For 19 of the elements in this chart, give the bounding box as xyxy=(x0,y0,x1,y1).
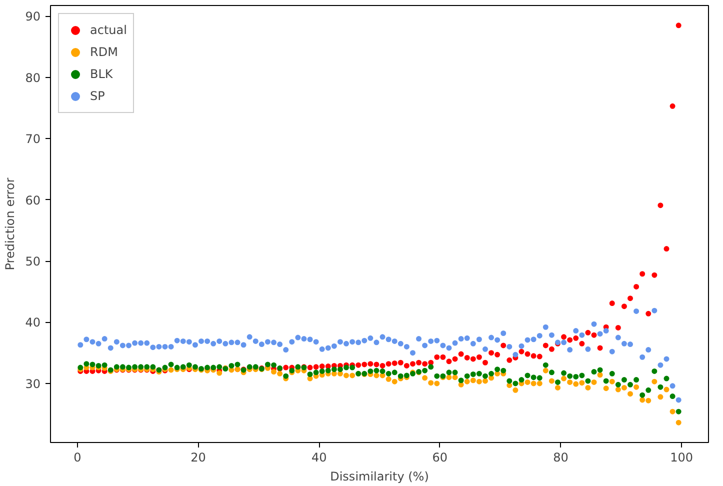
x-tick-label: 60 xyxy=(432,450,448,464)
y-axis-title: Prediction error xyxy=(3,178,18,270)
x-tick-label: 100 xyxy=(670,450,694,464)
legend-label: SP xyxy=(90,89,106,103)
y-tick-label: 70 xyxy=(25,132,41,146)
y-tick-label: 40 xyxy=(25,316,41,330)
y-tick-label: 30 xyxy=(25,376,41,391)
y-tick-label: 90 xyxy=(25,10,41,24)
x-tick-label: 0 xyxy=(74,450,82,464)
x-tick-label: 40 xyxy=(311,450,327,464)
legend-label: BLK xyxy=(90,67,113,81)
y-tick-label: 80 xyxy=(25,70,41,85)
legend-label: actual xyxy=(90,23,127,37)
y-tick-label: 60 xyxy=(25,193,41,208)
y-tick-label: 50 xyxy=(25,254,41,269)
x-tick-label: 80 xyxy=(553,450,568,464)
legend-label: RDM xyxy=(90,45,118,59)
x-tick-label: 20 xyxy=(190,450,206,464)
x-axis-title: Dissimilarity (%) xyxy=(330,470,429,484)
